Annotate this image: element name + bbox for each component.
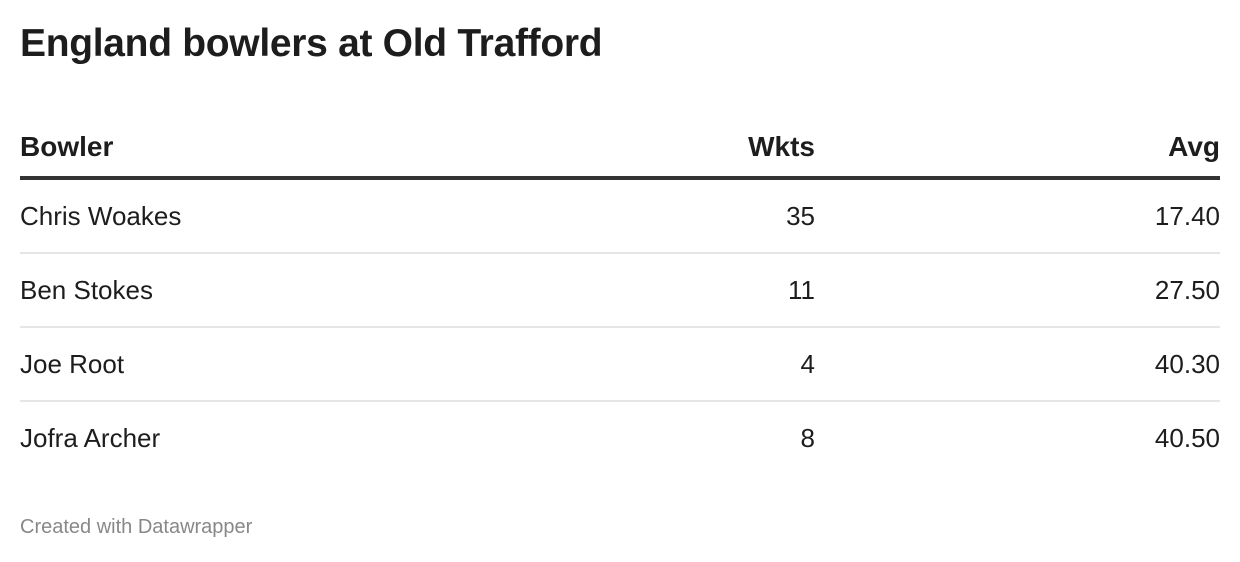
cell-wkts: 11	[640, 253, 815, 328]
cell-wkts: 35	[640, 178, 815, 254]
cell-bowler: Joe Root	[20, 327, 640, 402]
cell-bowler: Jofra Archer	[20, 422, 161, 453]
bowlers-table: Bowler Wkts Avg Chris Woakes 35 17.40 Ben S…	[20, 118, 1220, 474]
cell-wkts: 4	[640, 327, 815, 402]
chart-title: England bowlers at Old Trafford	[20, 22, 603, 65]
table-row: Jofra Archer 8 40.50	[20, 401, 1220, 474]
cell-wkts: 8	[800, 422, 815, 453]
table-row: Ben Stokes 11 27.50	[20, 253, 1220, 328]
header-row: Bowler Wkts Avg	[20, 118, 1220, 180]
column-header-bowler[interactable]: Bowler	[20, 118, 640, 180]
cell-avg: 27.50	[815, 253, 1220, 328]
cell-bowler: Ben Stokes	[20, 253, 640, 328]
cell-avg: 40.50	[1154, 422, 1220, 453]
column-header-wkts[interactable]: Wkts	[640, 118, 815, 180]
cell-avg: 40.30	[815, 327, 1220, 402]
cell-bowler: Chris Woakes	[20, 178, 640, 254]
cell-avg: 17.40	[815, 178, 1220, 254]
table-row: Chris Woakes 35 17.40	[20, 178, 1220, 254]
footer-credit: Created with Datawrapper	[20, 516, 253, 538]
column-header-avg[interactable]: Avg	[815, 118, 1220, 180]
table-row: Joe Root 4 40.30	[20, 327, 1220, 402]
